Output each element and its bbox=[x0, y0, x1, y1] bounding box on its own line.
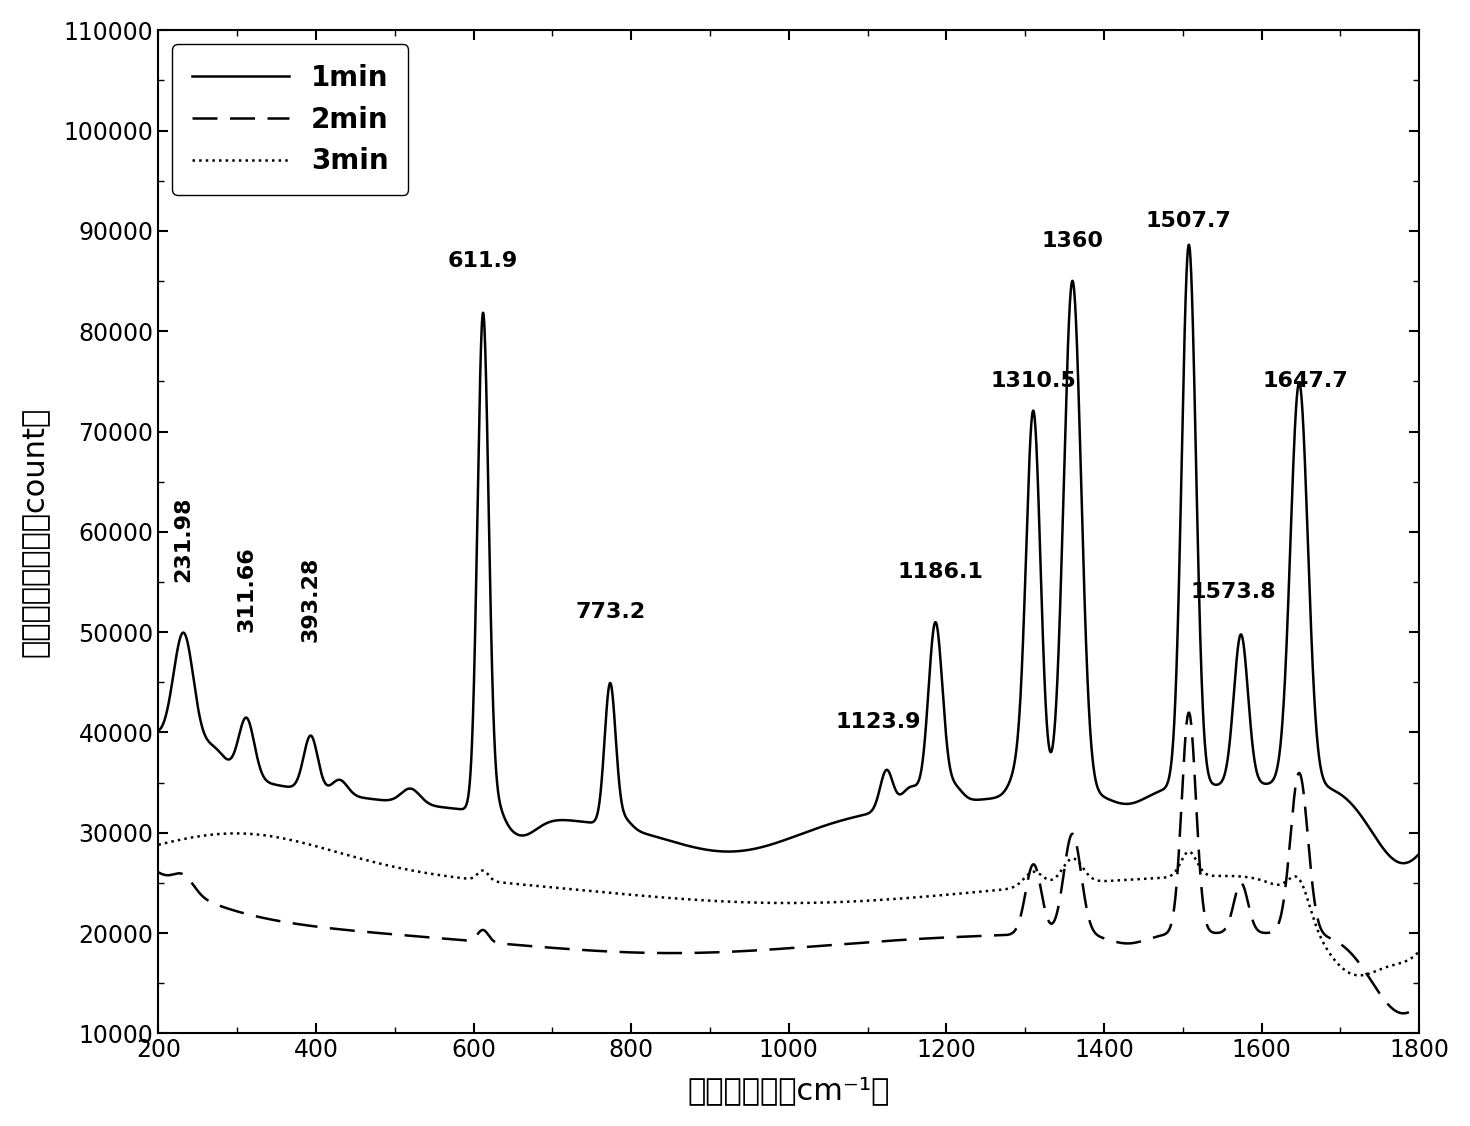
2min bbox=[1186, 779, 1204, 793]
Text: 1186.1: 1186.1 bbox=[898, 562, 983, 582]
2min bbox=[1091, 929, 1108, 942]
Text: 773.2: 773.2 bbox=[575, 602, 645, 623]
Line: 2min: 2min bbox=[159, 713, 1419, 1013]
1min bbox=[1180, 238, 1198, 251]
Text: 311.66: 311.66 bbox=[237, 546, 256, 632]
3min bbox=[970, 885, 988, 899]
1min bbox=[1395, 857, 1413, 870]
1min bbox=[150, 724, 168, 738]
2min bbox=[631, 946, 648, 959]
3min bbox=[1186, 851, 1204, 865]
Line: 3min: 3min bbox=[159, 833, 1419, 975]
Y-axis label: 光谱强度（单位：count）: 光谱强度（单位：count） bbox=[21, 406, 50, 656]
2min bbox=[906, 932, 923, 946]
2min bbox=[1395, 1007, 1413, 1020]
Text: 1507.7: 1507.7 bbox=[1147, 211, 1232, 231]
3min bbox=[226, 826, 244, 840]
1min bbox=[1091, 785, 1108, 798]
Text: 1123.9: 1123.9 bbox=[835, 713, 920, 733]
2min bbox=[150, 866, 168, 879]
Text: 1360: 1360 bbox=[1041, 231, 1104, 251]
1min bbox=[1186, 418, 1204, 431]
3min bbox=[1410, 945, 1427, 958]
2min bbox=[1410, 998, 1427, 1011]
Text: 231.98: 231.98 bbox=[173, 497, 194, 582]
Text: 393.28: 393.28 bbox=[301, 557, 320, 642]
X-axis label: 波数（单位：cm⁻¹）: 波数（单位：cm⁻¹） bbox=[688, 1076, 889, 1105]
3min bbox=[150, 838, 168, 851]
Text: 1647.7: 1647.7 bbox=[1263, 372, 1348, 392]
2min bbox=[970, 929, 988, 942]
Legend: 1min, 2min, 3min: 1min, 2min, 3min bbox=[172, 44, 409, 195]
3min bbox=[1351, 968, 1369, 982]
1min bbox=[906, 779, 923, 793]
Text: 1573.8: 1573.8 bbox=[1191, 582, 1276, 602]
3min bbox=[906, 891, 923, 904]
1min bbox=[631, 824, 648, 838]
Line: 1min: 1min bbox=[159, 244, 1419, 864]
2min bbox=[379, 927, 397, 940]
3min bbox=[632, 888, 650, 902]
1min bbox=[379, 794, 397, 807]
3min bbox=[1091, 874, 1108, 887]
Text: 1310.5: 1310.5 bbox=[991, 372, 1076, 392]
2min bbox=[1180, 706, 1198, 720]
Text: 611.9: 611.9 bbox=[448, 251, 517, 271]
1min bbox=[1410, 847, 1427, 860]
3min bbox=[379, 859, 397, 873]
1min bbox=[970, 793, 988, 806]
